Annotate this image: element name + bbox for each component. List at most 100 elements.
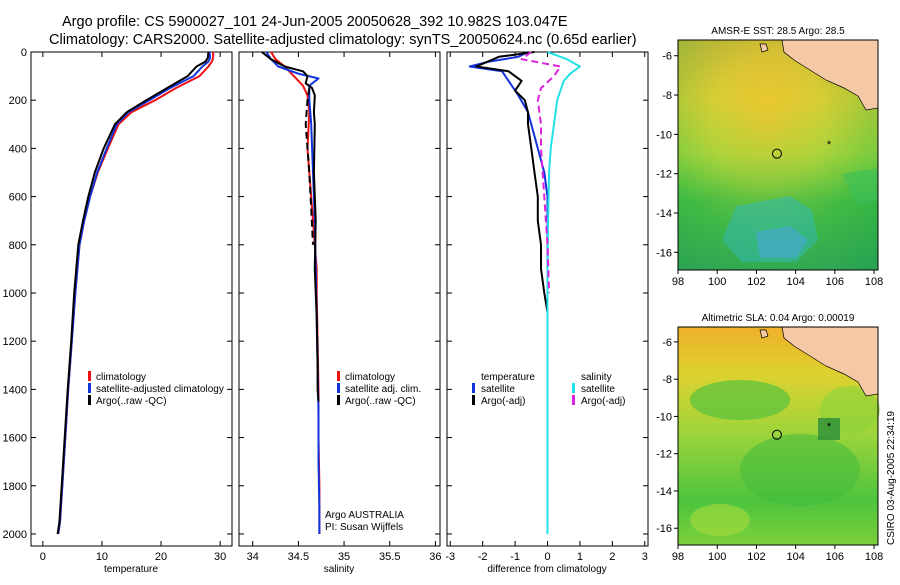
map-x-tick-label: 100 — [708, 276, 726, 288]
difference-chart: -3 -2 -1 0 1 2 3 — [445, 51, 648, 563]
y-tick-label: 800 — [9, 240, 27, 252]
map-x-tick-label: 102 — [747, 551, 765, 563]
map-x-tick-label: 100 — [708, 551, 726, 563]
sla-map-axes: 98 100 102 104 106 108 -6 -8 -10 -12 -14 -16 * — [656, 337, 883, 563]
map-x-tick-label: 98 — [672, 276, 684, 288]
map-y-tick-label: -8 — [662, 374, 672, 386]
sla-island — [759, 329, 769, 339]
legend-swatch-climatology — [337, 371, 340, 381]
y-tick-label: 1000 — [3, 288, 27, 300]
x-tick-label: 35 — [338, 551, 350, 563]
temperature-chart: 0 10 20 30 0 200 400 600 800 1000 1200 1400 1600 1800… — [3, 47, 232, 563]
salinity-legend: climatology satellite adj. clim. Argo(..… — [337, 371, 421, 407]
y-tick-label: 1400 — [3, 384, 27, 396]
map-y-tick-label: -14 — [656, 208, 672, 220]
map-y-tick-label: -14 — [656, 486, 672, 498]
sst-map-axes: 98 100 102 104 106 108 -6 -8 -10 -12 -14 -16 * — [656, 51, 883, 288]
y-tick-label: 0 — [21, 47, 27, 59]
series-line-satellite-adj-clim- — [265, 51, 321, 534]
legend-label-climatology: climatology — [345, 372, 395, 383]
figure-title-line2: Climatology: CARS2000. Satellite-adjuste… — [49, 32, 637, 48]
sst-coldest-patch — [756, 226, 808, 258]
sst-map — [677, 39, 879, 271]
csiro-timestamp: CSIRO 03-Aug-2005 22:34:19 — [886, 411, 897, 545]
map-y-tick-label: -6 — [662, 51, 672, 63]
figure-title-line1: Argo profile: CS 5900027_101 24-Jun-2005… — [62, 14, 568, 30]
difference-legend: temperature satellite Argo(-adj) salinit… — [472, 372, 625, 407]
x-tick-label: 0 — [40, 551, 46, 563]
map-y-tick-label: -16 — [656, 523, 672, 535]
sst-warm-east-patch — [842, 168, 878, 206]
legend-swatch-argo — [88, 395, 91, 405]
argo-position-circle — [771, 429, 782, 440]
x-tick-label: 10 — [96, 551, 108, 563]
map-y-tick-label: -6 — [662, 337, 672, 349]
x-tick-label: 1 — [577, 551, 583, 563]
sla-map — [677, 326, 880, 546]
legend-label-sal-argo: Argo(-adj) — [581, 396, 625, 407]
x-tick-label: 2 — [609, 551, 615, 563]
temperature-legend: climatology satellite-adjusted climatolo… — [88, 371, 224, 407]
legend-label-sal-satellite: satellite — [581, 384, 615, 395]
y-tick-label: 1800 — [3, 481, 27, 493]
x-tick-label: 34.5 — [288, 551, 309, 563]
salinity-chart: 34 34.5 35 35.5 36 — [239, 51, 442, 563]
sla-low-patch — [690, 380, 790, 420]
x-tick-label: 3 — [642, 551, 648, 563]
float-owner-annotation: Argo AUSTRALIA — [325, 510, 404, 521]
map-y-tick-label: -16 — [656, 247, 672, 259]
y-tick-label: 1200 — [3, 336, 27, 348]
sla-map-title: Altimetric SLA: 0.04 Argo: 0.00019 — [702, 313, 855, 324]
legend-swatch-satellite — [88, 383, 91, 393]
sla-high-patch — [690, 504, 750, 536]
legend-label-satellite: satellite adj. clim. — [345, 384, 421, 395]
y-tick-label: 2000 — [3, 529, 27, 541]
x-tick-label: 30 — [214, 551, 226, 563]
series-line-argo-raw-qc- — [261, 51, 320, 402]
legend-swatch-temp-satellite — [472, 383, 475, 393]
x-tick-label: 20 — [155, 551, 167, 563]
legend-swatch-sal-argo — [572, 395, 575, 405]
legend-swatch-sal-satellite — [572, 383, 575, 393]
legend-label-salinity: salinity — [581, 372, 612, 383]
difference-xlabel: difference from climatology — [487, 564, 606, 575]
legend-label-argo: Argo(..raw -QC) — [345, 396, 416, 407]
y-tick-label: 200 — [9, 95, 27, 107]
map-x-tick-label: 102 — [747, 276, 765, 288]
map-x-tick-label: 108 — [865, 276, 883, 288]
series-line-argo-raw-qc- — [56, 51, 210, 535]
temperature-xlabel: temperature — [104, 564, 158, 575]
x-tick-label: 35.5 — [379, 551, 400, 563]
sst-island — [759, 43, 769, 53]
sla-map-frame — [677, 326, 879, 546]
legend-label-temperature: temperature — [481, 372, 535, 383]
y-tick-label: 600 — [9, 192, 27, 204]
legend-label-climatology: climatology — [96, 372, 146, 383]
x-tick-label: 34 — [247, 551, 259, 563]
legend-swatch-argo — [337, 395, 340, 405]
series-line-salinity-argo-adj- — [520, 51, 562, 294]
station-marker: * — [827, 421, 832, 433]
x-tick-label: -1 — [510, 551, 520, 563]
x-tick-label: 36 — [429, 551, 441, 563]
station-marker: * — [827, 139, 832, 151]
series-line-temperature-argo-adj- — [475, 51, 549, 313]
pi-annotation: PI: Susan Wijffels — [325, 522, 403, 533]
y-tick-label: 1600 — [3, 433, 27, 445]
x-tick-label: -2 — [478, 551, 488, 563]
series-line-argo-raw-qc-dashed — [304, 87, 314, 245]
sst-map-title: AMSR-E SST: 28.5 Argo: 28.5 — [711, 26, 845, 37]
x-tick-label: -3 — [445, 551, 455, 563]
sla-dark-cell — [818, 418, 840, 440]
legend-label-satellite: satellite-adjusted climatology — [96, 384, 224, 395]
legend-swatch-temp-argo — [472, 395, 475, 405]
salinity-plot-frame — [238, 51, 441, 547]
series-line-salinity-satellite — [546, 51, 581, 534]
argo-position-circle — [771, 148, 782, 159]
map-x-tick-label: 106 — [826, 551, 844, 563]
map-x-tick-label: 106 — [826, 276, 844, 288]
legend-label-argo: Argo(..raw -QC) — [96, 396, 167, 407]
x-tick-label: 0 — [544, 551, 550, 563]
sst-map-frame — [677, 39, 879, 271]
